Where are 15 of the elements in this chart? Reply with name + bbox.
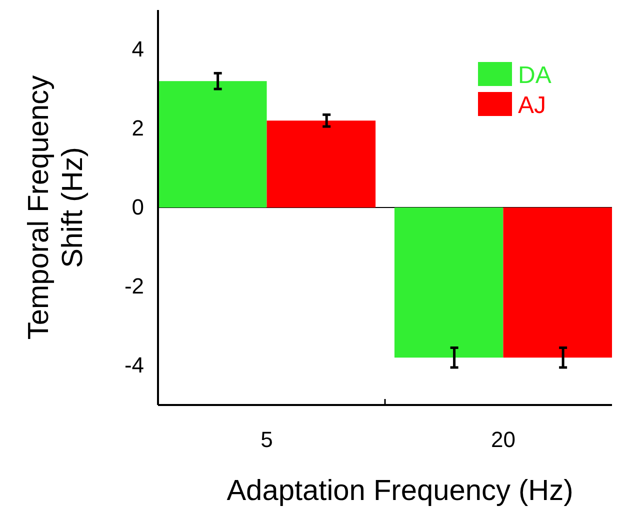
x-tick-label: 5 xyxy=(260,427,273,452)
x-axis-title: Adaptation Frequency (Hz) xyxy=(226,475,574,507)
y-tick-label: 2 xyxy=(132,116,144,141)
y-axis-title: Temporal Frequency Shift (Hz) xyxy=(23,74,89,340)
legend-label: AJ xyxy=(518,92,546,119)
y-tick-label: 4 xyxy=(132,36,144,62)
bar xyxy=(503,208,612,358)
y-tick-label: -4 xyxy=(124,352,144,378)
x-tick-label: 20 xyxy=(490,427,516,452)
bar xyxy=(158,81,267,208)
y-tick-label: -2 xyxy=(124,274,144,299)
bar xyxy=(266,120,376,208)
bar xyxy=(394,208,504,358)
legend-label: DA xyxy=(518,62,552,89)
y-tick-label: 0 xyxy=(132,194,144,220)
